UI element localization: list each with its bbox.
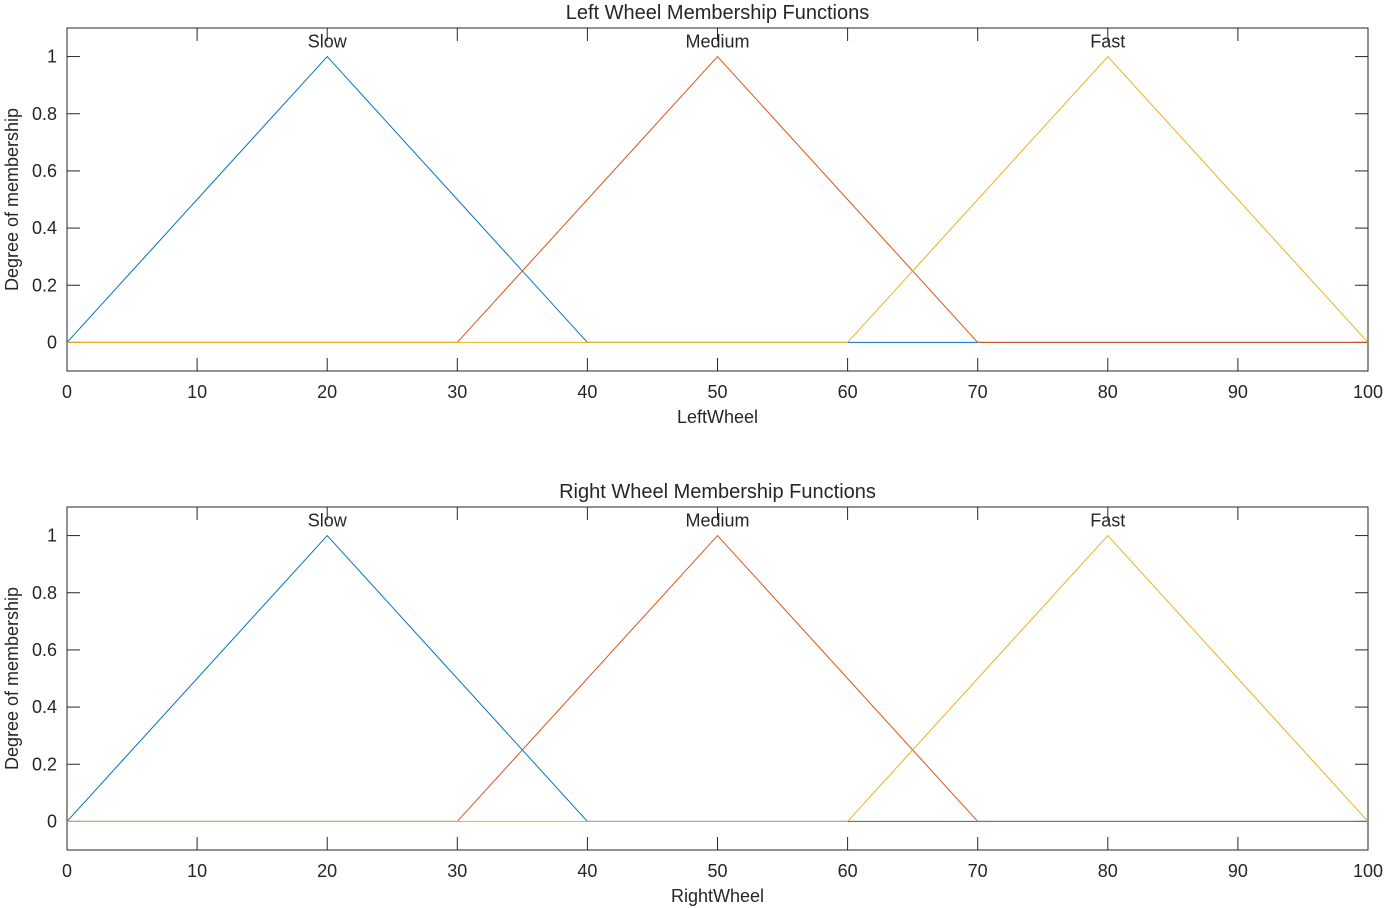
series-label-medium: Medium (685, 32, 749, 52)
x-tick-label: 0 (62, 861, 72, 881)
x-tick-label: 80 (1098, 382, 1118, 402)
x-tick-label: 50 (707, 382, 727, 402)
x-tick-label: 20 (317, 861, 337, 881)
y-tick-label: 1 (47, 526, 57, 546)
y-axis-label: Degree of membership (2, 587, 22, 770)
x-tick-label: 100 (1353, 382, 1383, 402)
y-tick-label: 0 (47, 811, 57, 831)
series-label-slow: Slow (308, 511, 348, 531)
series-label-slow: Slow (308, 32, 348, 52)
y-tick-label: 0.6 (32, 640, 57, 660)
series-line-fast (67, 534, 1369, 822)
x-tick-label: 10 (187, 382, 207, 402)
y-tick-label: 0.2 (32, 275, 57, 295)
series-line-slow (66, 534, 1368, 822)
x-tick-label: 40 (577, 861, 597, 881)
x-tick-label: 30 (447, 861, 467, 881)
x-tick-label: 70 (968, 382, 988, 402)
x-axis-label: RightWheel (671, 886, 764, 906)
y-tick-label: 0.2 (32, 754, 57, 774)
series-label-fast: Fast (1090, 32, 1125, 52)
x-tick-label: 70 (968, 861, 988, 881)
series-line-medium (67, 55, 1368, 343)
axes-frame (66, 506, 1369, 851)
x-tick-label: 60 (838, 382, 858, 402)
x-tick-label: 90 (1228, 861, 1248, 881)
subplot-left-wheel: 0 10 20 30 40 50 60 70 80 90 100 0 0.2 0.4 0.6 0.8 1 Slow… (2, 2, 1383, 427)
x-tick-label: 50 (707, 861, 727, 881)
series-label-medium: Medium (685, 511, 749, 531)
series-line-fast (67, 55, 1369, 343)
x-tick-label: 80 (1098, 861, 1118, 881)
y-tick-label: 0.8 (32, 104, 57, 124)
y-tick-label: 0 (47, 332, 57, 352)
x-tick-label: 10 (187, 861, 207, 881)
y-tick-label: 0.4 (32, 218, 57, 238)
subplot-right-wheel: 0 10 20 30 40 50 60 70 80 90 100 0 0.2 0.4 0.6 0.8 1 Slow… (2, 481, 1383, 906)
y-tick-label: 0.4 (32, 697, 57, 717)
x-axis-label: LeftWheel (677, 407, 758, 427)
y-tick-label: 0.6 (32, 161, 57, 181)
series-line-slow (66, 55, 1368, 343)
series-line-medium (67, 534, 1368, 822)
x-tick-label: 0 (62, 382, 72, 402)
y-tick-label: 0.8 (32, 583, 57, 603)
axes-frame (66, 27, 1369, 372)
y-axis-label: Degree of membership (2, 108, 22, 291)
x-tick-label: 90 (1228, 382, 1248, 402)
x-tick-label: 20 (317, 382, 337, 402)
series-label-fast: Fast (1090, 511, 1125, 531)
y-tick-label: 1 (47, 47, 57, 67)
chart-title: Left Wheel Membership Functions (566, 2, 869, 24)
chart-title: Right Wheel Membership Functions (559, 481, 876, 503)
x-tick-label: 30 (447, 382, 467, 402)
x-tick-label: 60 (838, 861, 858, 881)
x-tick-label: 40 (577, 382, 597, 402)
x-tick-label: 100 (1353, 861, 1383, 881)
